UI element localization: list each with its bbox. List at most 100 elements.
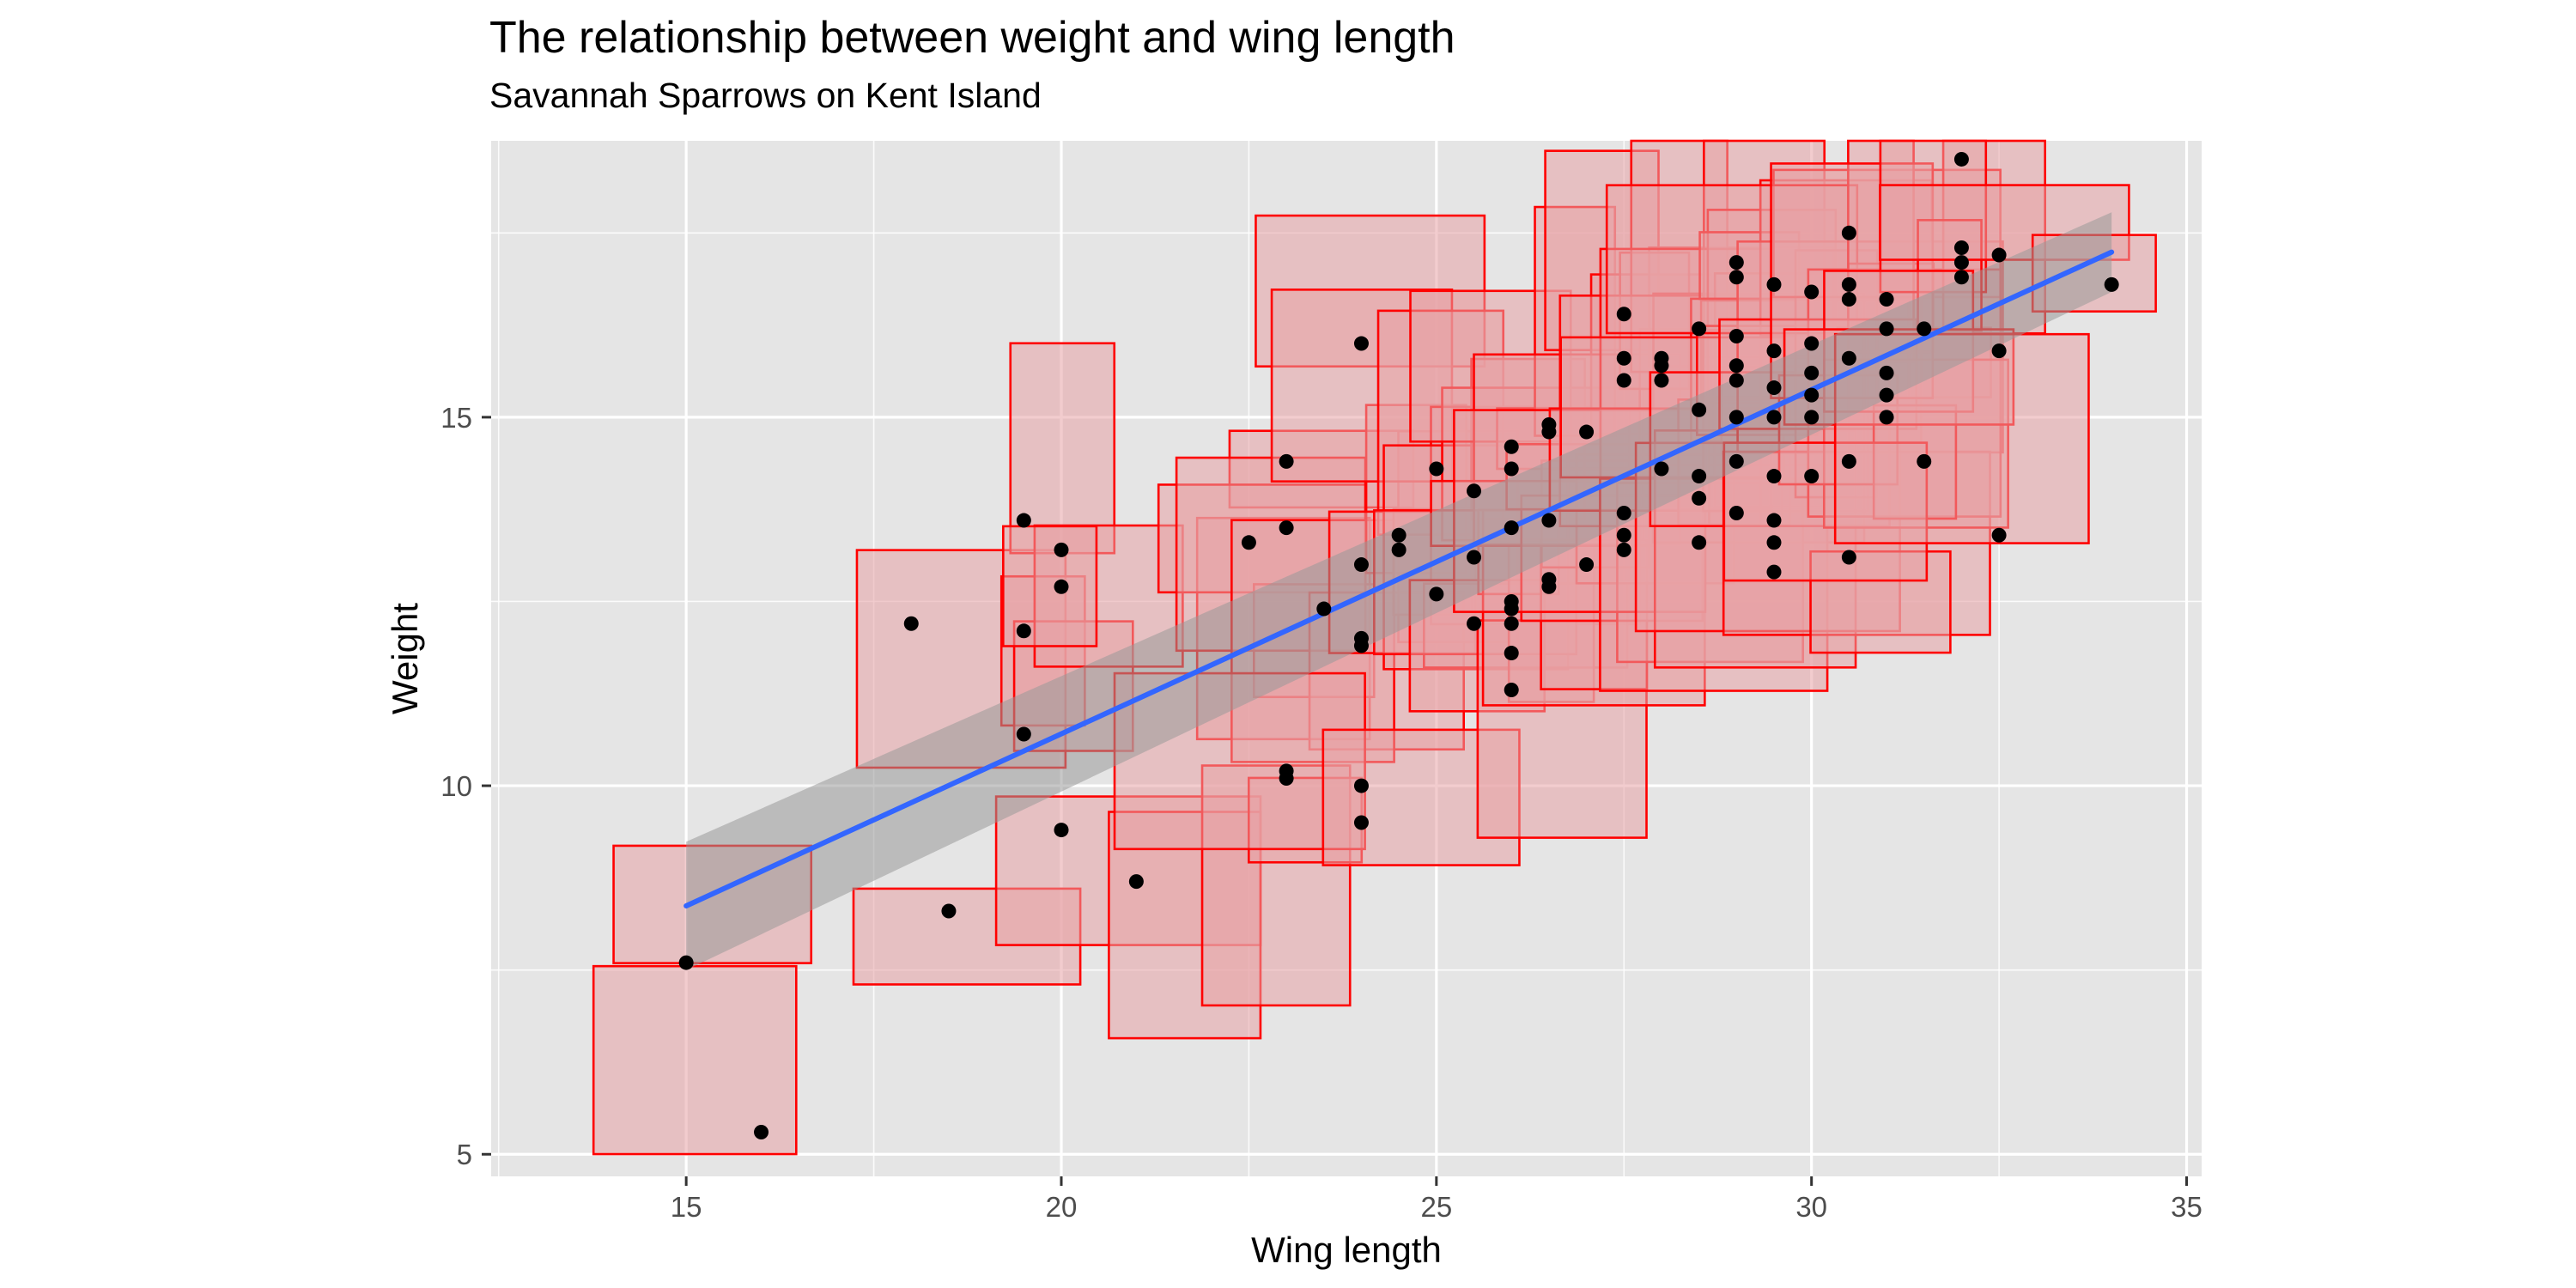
data-point: [1692, 535, 1707, 550]
data-point: [1353, 557, 1369, 573]
data-point: [1766, 343, 1782, 359]
data-point: [903, 616, 919, 631]
data-point: [1467, 616, 1482, 631]
data-point: [1728, 453, 1744, 469]
data-point: [1728, 255, 1744, 270]
confidence-ribbon: [686, 212, 2112, 970]
data-point: [1279, 520, 1294, 536]
data-point: [1841, 350, 1856, 366]
data-point: [2104, 276, 2119, 292]
x-tick-label: 35: [2171, 1191, 2202, 1223]
data-point: [1692, 469, 1707, 484]
chart-subtitle: Savannah Sparrows on Kent Island: [489, 76, 1042, 115]
data-point: [1616, 307, 1631, 322]
data-point: [1953, 270, 1969, 285]
data-point: [1391, 527, 1406, 543]
data-point: [1879, 321, 1894, 337]
data-point: [1728, 270, 1744, 285]
data-point: [1654, 461, 1669, 477]
fit-line: [683, 249, 2115, 908]
data-point: [1504, 616, 1519, 631]
data-point: [1504, 520, 1519, 536]
data-point: [1054, 579, 1069, 594]
data-point: [1504, 461, 1519, 477]
data-point: [1991, 527, 2007, 543]
data-point: [1804, 387, 1820, 403]
data-point: [1728, 505, 1744, 520]
data-point: [1616, 373, 1631, 388]
data-point: [941, 903, 957, 919]
data-point: [1841, 225, 1856, 240]
data-point: [1917, 321, 1932, 337]
data-point: [1953, 151, 1969, 167]
x-axis-title: Wing length: [1251, 1230, 1442, 1270]
data-point: [1728, 410, 1744, 425]
data-point: [1879, 387, 1894, 403]
data-point: [678, 955, 694, 970]
data-point: [1804, 284, 1820, 300]
data-point: [1054, 823, 1069, 838]
data-point: [1804, 365, 1820, 380]
data-point: [1616, 542, 1631, 557]
data-point: [1879, 410, 1894, 425]
data-point: [1467, 550, 1482, 565]
data-point: [1953, 255, 1969, 270]
axes: 15 20 25 30 35 5 10 15: [440, 402, 2202, 1223]
y-axis-title: Weight: [385, 603, 425, 714]
data-point: [1353, 778, 1369, 793]
data-point: [1692, 321, 1707, 337]
data-point: [1504, 439, 1519, 454]
data-point: [1279, 453, 1294, 469]
data-point: [1804, 469, 1820, 484]
data-point: [1353, 638, 1369, 653]
data-point: [1429, 461, 1444, 477]
regression-line: [683, 249, 2115, 908]
data-point: [1654, 358, 1669, 374]
x-tick-label: 25: [1420, 1191, 1452, 1223]
data-point: [1467, 483, 1482, 499]
data-point: [1991, 247, 2007, 263]
data-point: [1917, 453, 1932, 469]
data-point: [1766, 276, 1782, 292]
data-point: [1391, 542, 1406, 557]
data-point: [1766, 513, 1782, 528]
data-point: [1616, 527, 1631, 543]
y-tick-label: 15: [440, 402, 472, 434]
data-point: [1579, 424, 1595, 440]
data-point: [1879, 292, 1894, 307]
data-point: [1879, 365, 1894, 380]
data-point: [1054, 542, 1069, 557]
data-point: [1804, 336, 1820, 351]
data-point: [1804, 410, 1820, 425]
data-point: [1766, 410, 1782, 425]
data-point: [1616, 505, 1631, 520]
data-point: [1654, 373, 1669, 388]
data-point: [1016, 513, 1031, 528]
data-point: [1504, 646, 1519, 661]
data-point: [1504, 682, 1519, 697]
data-point: [1692, 490, 1707, 506]
data-point: [1766, 564, 1782, 580]
data-point: [1279, 770, 1294, 786]
chart-title: The relationship between weight and wing…: [489, 13, 1455, 63]
data-point: [1728, 373, 1744, 388]
data-point: [1316, 601, 1332, 617]
data-point: [1541, 424, 1557, 440]
data-point: [1841, 276, 1856, 292]
data-point: [1353, 336, 1369, 351]
data-point: [1353, 815, 1369, 830]
x-tick-label: 15: [671, 1191, 702, 1223]
data-point: [1429, 586, 1444, 602]
data-point: [1841, 550, 1856, 565]
data-point: [1541, 513, 1557, 528]
confidence-band: [686, 212, 2112, 970]
data-point: [1766, 535, 1782, 550]
data-point: [1728, 328, 1744, 343]
data-point: [1766, 380, 1782, 396]
data-point: [1504, 601, 1519, 617]
data-point: [1616, 350, 1631, 366]
data-point: [1692, 402, 1707, 417]
data-point: [1953, 240, 1969, 255]
data-point: [1016, 726, 1031, 742]
data-point: [1841, 292, 1856, 307]
